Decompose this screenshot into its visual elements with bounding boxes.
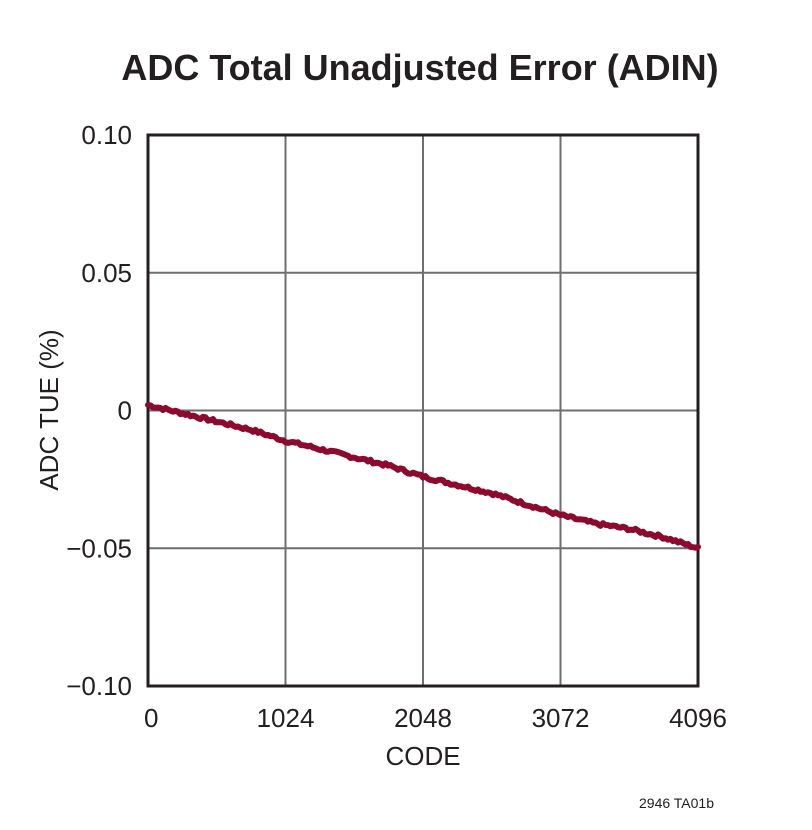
x-tick-label: 4096 xyxy=(669,703,727,733)
plot-frame xyxy=(146,133,700,688)
tue-curve xyxy=(145,402,701,551)
figure-id: 2946 TA01b xyxy=(639,795,714,811)
y-tick-label: 0.05 xyxy=(81,258,132,288)
y-axis-label: ADC TUE (%) xyxy=(34,329,64,490)
y-tick-label: 0 xyxy=(118,396,132,426)
chart-title: ADC Total Unadjusted Error (ADIN) xyxy=(121,47,718,88)
grid-lines xyxy=(148,135,698,686)
x-tick-label: 0 xyxy=(144,703,158,733)
x-axis-ticks: 0 1024 2048 3072 4096 xyxy=(144,703,727,733)
x-tick-label: 3072 xyxy=(532,703,590,733)
x-axis-label: CODE xyxy=(385,741,460,771)
x-tick-label: 1024 xyxy=(257,703,315,733)
y-tick-label: −0.10 xyxy=(66,671,132,701)
x-tick-label: 2048 xyxy=(394,703,452,733)
data-series xyxy=(145,402,701,551)
y-tick-label: −0.05 xyxy=(66,533,132,563)
y-axis-ticks: 0.10 0.05 0 −0.05 −0.10 xyxy=(66,120,132,701)
y-tick-label: 0.10 xyxy=(81,120,132,150)
